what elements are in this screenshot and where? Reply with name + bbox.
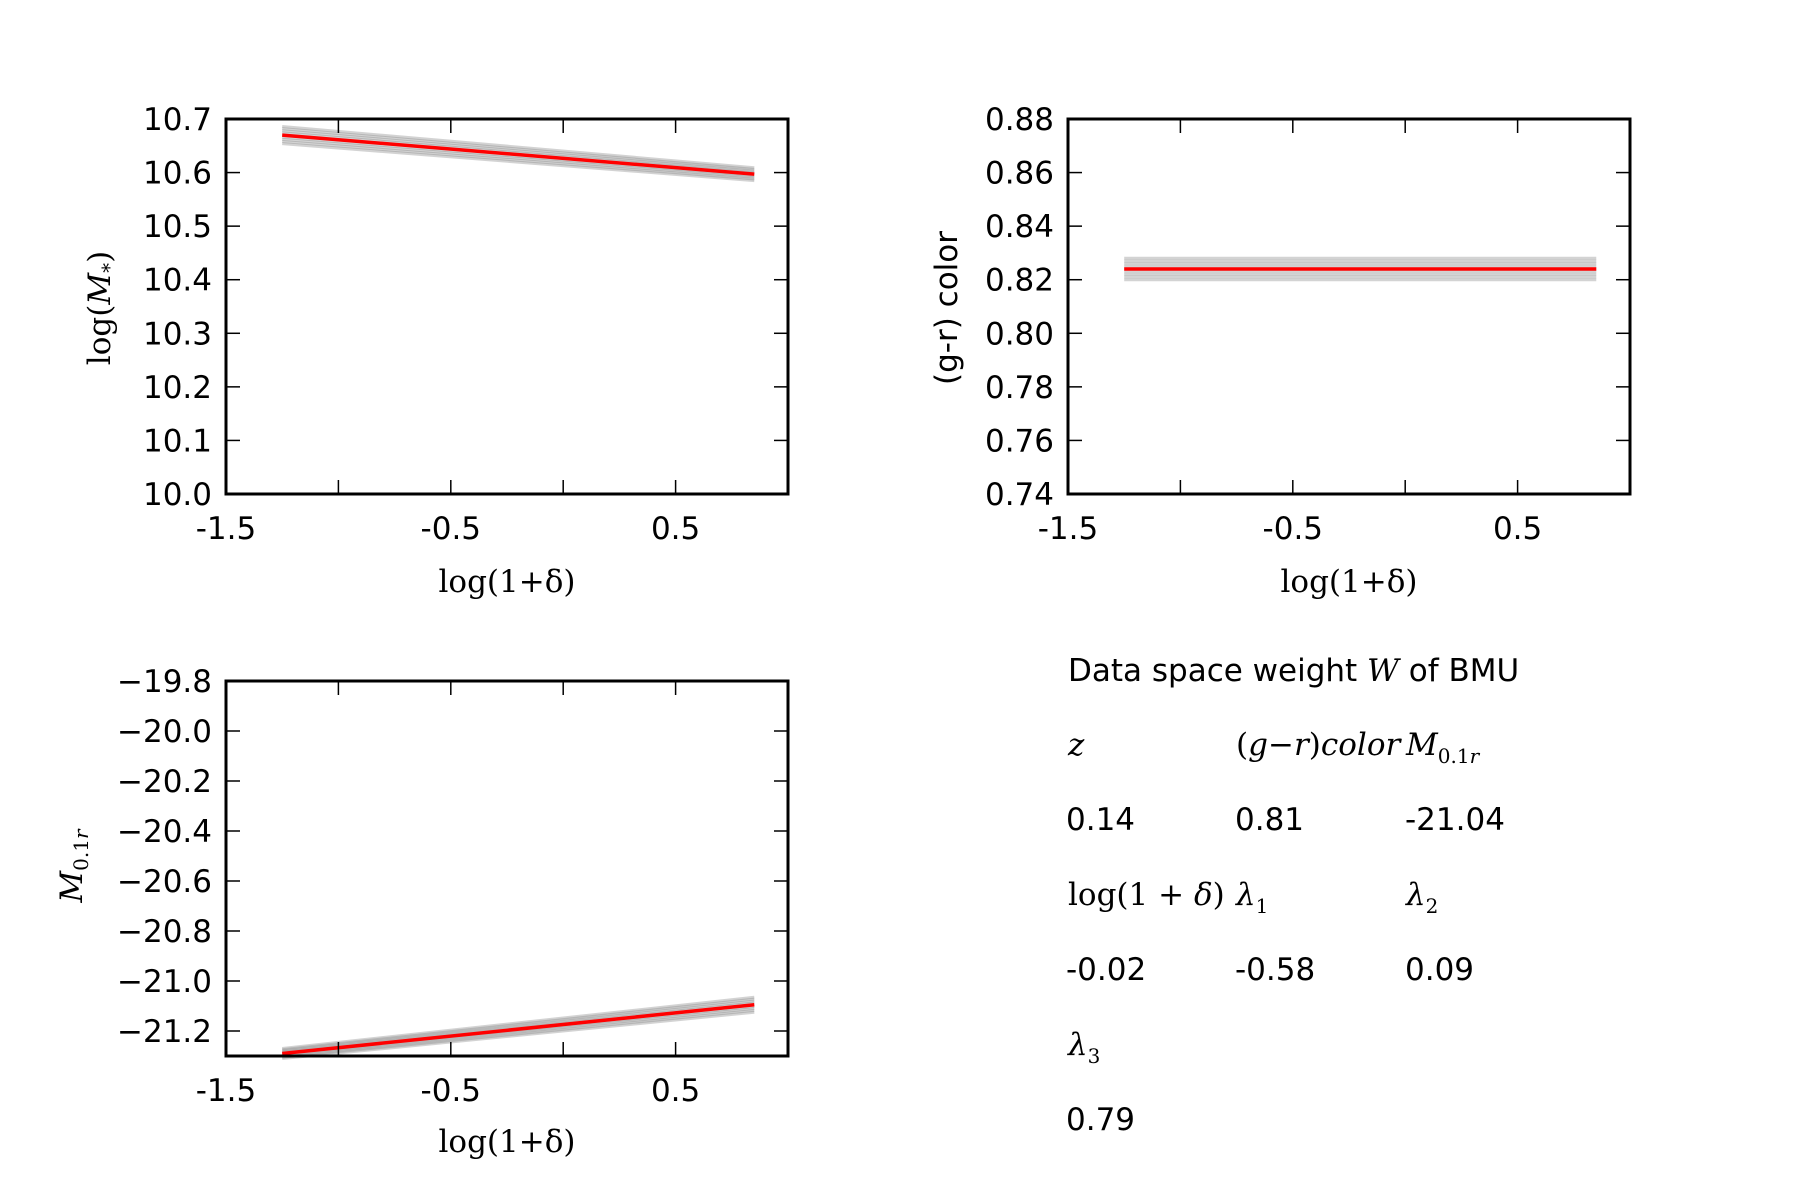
color-ytick-label-0_86: 0.86 (985, 156, 1054, 192)
weight-header-lambda3: λ3 (1066, 1027, 1100, 1068)
magnitude-axes-frame (224, 679, 790, 1058)
weight-header-density: log(1 + δ) (1068, 877, 1225, 913)
magnitude-band-line-6 (282, 999, 755, 1053)
mass-band-line-1 (282, 140, 755, 181)
mass-axes-frame (224, 117, 790, 496)
magnitude-panel: log(1+δ) M0.1r -1.5 -0.5 0.5 −21.2 −21.0 −20.… (54, 664, 790, 1160)
magnitude-band-line-8 (282, 995, 755, 1050)
mass-ytick-label-10_4: 10.4 (143, 263, 212, 299)
mass-ytick-label-10_6: 10.6 (143, 156, 212, 192)
weight-value-lambda2: 0.09 (1405, 952, 1474, 988)
mass-fit-line (282, 133, 755, 176)
color-ytick-label-0_84: 0.84 (985, 209, 1054, 245)
magnitude-xtick-label-m1_5: -1.5 (196, 1073, 257, 1109)
color-y-label: (g-r) color (929, 231, 965, 385)
magnitude-ytick-label-m20_8: −20.8 (117, 914, 212, 950)
mass-ytick-label-10_7: 10.7 (143, 102, 212, 138)
mass-band-line-6 (282, 129, 755, 173)
weight-value-density: -0.02 (1066, 952, 1146, 988)
color-ytick-label-0_76: 0.76 (985, 423, 1054, 459)
mass-xtick-label-0_5: 0.5 (651, 511, 700, 547)
color-ytick-label-0_82: 0.82 (985, 263, 1054, 299)
weight-value-z: 0.14 (1066, 802, 1135, 838)
magnitude-ytick-label-m19_8: −19.8 (117, 664, 212, 700)
weight-header-color: (g−r)color (1236, 727, 1402, 763)
weight-header-lambda2: λ2 (1404, 877, 1438, 918)
mass-ytick-label-10: 10.0 (143, 477, 212, 513)
weight-header-magnitude: M0.1r (1405, 727, 1481, 768)
mass-band-line-2 (282, 137, 755, 179)
color-xtick-label-m0_5: -0.5 (1263, 511, 1324, 547)
weight-value-lambda1: -0.58 (1235, 952, 1315, 988)
magnitude-ytick-label-m20_4: −20.4 (117, 814, 212, 850)
color-ytick-label-0_8: 0.80 (985, 316, 1054, 352)
mass-band-line-0 (282, 142, 755, 183)
color-panel: log(1+δ) (g-r) color -1.5 -0.5 0.5 0.74 0.76… (929, 102, 1632, 600)
magnitude-band-line-0 (282, 1010, 755, 1060)
mass-ytick-label-10_1: 10.1 (143, 423, 212, 459)
color-x-label: log(1+δ) (1281, 564, 1418, 600)
weight-value-lambda3: 0.79 (1066, 1102, 1135, 1138)
mass-xtick-label-m0_5: -0.5 (421, 511, 482, 547)
magnitude-ytick-label-m20: −20.0 (117, 714, 212, 750)
color-plot-area (1124, 256, 1597, 282)
magnitude-xtick-label-0_5: 0.5 (651, 1073, 700, 1109)
mass-x-label: log(1+δ) (439, 564, 576, 600)
color-ytick-label-0_74: 0.74 (985, 477, 1054, 513)
bmu-weights-table: Data space weight W of BMU z (g−r)color … (1066, 653, 1519, 1138)
color-ytick-label-0_88: 0.88 (985, 102, 1054, 138)
color-axes-frame (1066, 117, 1632, 496)
weights-title: Data space weight W of BMU (1068, 653, 1519, 689)
magnitude-x-label: log(1+δ) (439, 1124, 576, 1160)
color-xtick-label-0_5: 0.5 (1493, 511, 1542, 547)
magnitude-xtick-label-m0_5: -0.5 (421, 1073, 482, 1109)
magnitude-fit-line (282, 1003, 755, 1056)
mass-xtick-label-m1_5: -1.5 (196, 511, 257, 547)
mass-band-line-7 (282, 127, 755, 171)
weight-header-z: z (1067, 727, 1085, 763)
magnitude-band-line-1 (282, 1008, 755, 1059)
magnitude-band-line-2 (282, 1007, 755, 1058)
magnitude-ytick-label-m21_2: −21.2 (117, 1014, 212, 1050)
weight-header-lambda1: λ1 (1234, 877, 1268, 918)
magnitude-ytick-label-m20_6: −20.6 (117, 864, 212, 900)
magnitude-ytick-label-m21: −21.0 (117, 964, 212, 1000)
magnitude-plot-area (282, 995, 755, 1060)
magnitude-band-line-7 (282, 997, 755, 1052)
weight-value-color: 0.81 (1235, 802, 1304, 838)
mass-y-label: log(M*) (82, 251, 121, 365)
magnitude-ytick-label-m20_2: −20.2 (117, 764, 212, 800)
mass-ytick-label-10_5: 10.5 (143, 209, 212, 245)
weight-value-magnitude: -21.04 (1405, 802, 1505, 838)
magnitude-y-label: M0.1r (54, 828, 93, 904)
mass-band-line-8 (282, 125, 755, 170)
color-ytick-label-0_78: 0.78 (985, 370, 1054, 406)
mass-plot-area (282, 125, 755, 183)
mass-panel: log(1+δ) log(M*) -1.5 -0.5 0.5 10.0 10.1 10.2… (82, 102, 790, 600)
mass-ytick-label-10_2: 10.2 (143, 370, 212, 406)
color-xtick-label-m1_5: -1.5 (1038, 511, 1099, 547)
mass-ytick-label-10_3: 10.3 (143, 316, 212, 352)
